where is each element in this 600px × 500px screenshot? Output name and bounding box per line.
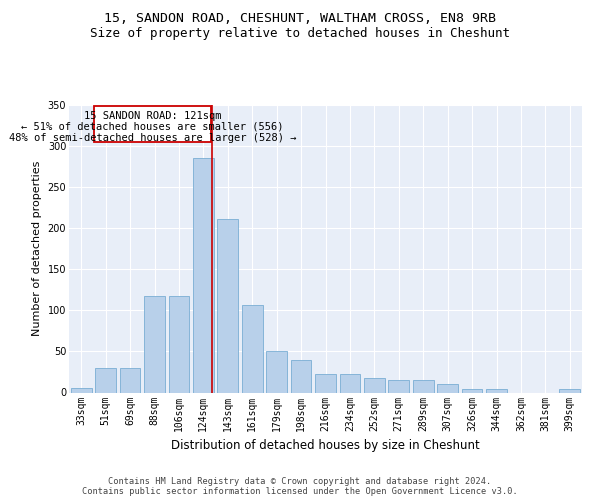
- Bar: [340, 374, 361, 392]
- Text: 15 SANDON ROAD: 121sqm: 15 SANDON ROAD: 121sqm: [84, 111, 221, 121]
- Bar: [388, 380, 409, 392]
- Bar: [119, 368, 140, 392]
- Text: Contains HM Land Registry data © Crown copyright and database right 2024.: Contains HM Land Registry data © Crown c…: [109, 477, 491, 486]
- Y-axis label: Number of detached properties: Number of detached properties: [32, 161, 42, 336]
- Bar: [144, 296, 165, 392]
- Bar: [559, 389, 580, 392]
- Text: 15, SANDON ROAD, CHESHUNT, WALTHAM CROSS, EN8 9RB: 15, SANDON ROAD, CHESHUNT, WALTHAM CROSS…: [104, 12, 496, 26]
- Text: 48% of semi-detached houses are larger (528) →: 48% of semi-detached houses are larger (…: [9, 132, 296, 142]
- Bar: [242, 306, 263, 392]
- Bar: [169, 296, 190, 392]
- Bar: [461, 389, 482, 392]
- Bar: [95, 368, 116, 392]
- Bar: [71, 388, 92, 392]
- Bar: [413, 380, 434, 392]
- Text: ← 51% of detached houses are smaller (556): ← 51% of detached houses are smaller (55…: [22, 122, 284, 132]
- Bar: [266, 352, 287, 393]
- Bar: [290, 360, 311, 392]
- Text: Size of property relative to detached houses in Cheshunt: Size of property relative to detached ho…: [90, 28, 510, 40]
- Bar: [315, 374, 336, 392]
- Bar: [486, 389, 507, 392]
- Bar: [437, 384, 458, 392]
- Bar: [193, 158, 214, 392]
- FancyBboxPatch shape: [94, 106, 211, 142]
- Text: Contains public sector information licensed under the Open Government Licence v3: Contains public sector information licen…: [82, 487, 518, 496]
- Bar: [217, 219, 238, 392]
- X-axis label: Distribution of detached houses by size in Cheshunt: Distribution of detached houses by size …: [171, 439, 480, 452]
- Bar: [364, 378, 385, 392]
